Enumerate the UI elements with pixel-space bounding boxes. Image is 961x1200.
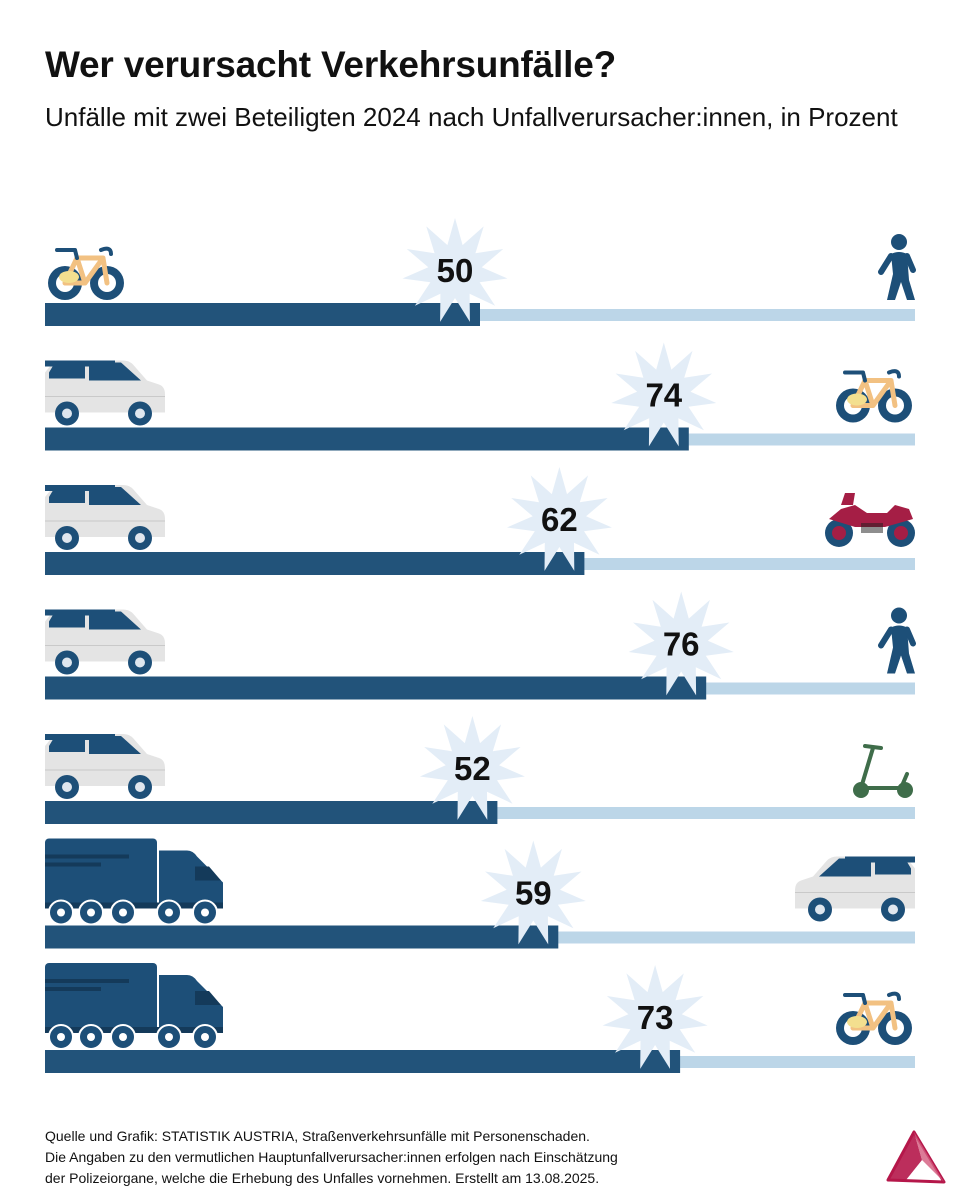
value-burst-icon [402, 218, 508, 322]
bar-causer [45, 801, 498, 824]
car-icon [45, 609, 165, 675]
value-label: 74 [645, 377, 682, 414]
value-burst-icon [602, 965, 708, 1069]
value-label: 76 [663, 626, 700, 663]
scooter-icon [853, 744, 913, 798]
value-burst-icon [480, 840, 586, 945]
bicycle-icon [836, 369, 912, 423]
truck-icon [45, 963, 223, 1050]
chart-subtitle: Unfälle mit zwei Beteiligten 2024 nach U… [45, 102, 898, 132]
statistik-austria-logo-icon [886, 1130, 946, 1184]
value-label: 62 [541, 501, 578, 538]
pedestrian-icon [878, 234, 916, 300]
value-burst-icon [506, 467, 612, 571]
bar-causer [45, 303, 480, 326]
source-note: Quelle und Grafik: STATISTIK AUSTRIA, St… [45, 1126, 618, 1189]
source-line-2: Die Angaben zu den vermutlichen Hauptunf… [45, 1149, 618, 1165]
chart-title: Wer verursacht Verkehrsunfälle? [45, 44, 616, 85]
motorcycle-icon [825, 493, 915, 547]
value-burst-icon [611, 342, 717, 447]
value-label: 59 [515, 875, 552, 912]
bicycle-icon [48, 246, 124, 300]
source-line-3: der Polizeiorgane, welche die Erhebung d… [45, 1170, 600, 1186]
source-line-1: Quelle und Grafik: STATISTIK AUSTRIA, St… [45, 1128, 590, 1144]
car-icon [45, 360, 165, 426]
bar-causer [45, 1050, 681, 1073]
value-burst-icon [628, 591, 734, 696]
value-burst-icon [419, 716, 525, 820]
chart-row: 50 [45, 218, 916, 326]
chart-row: 62 [45, 467, 915, 575]
bar-causer [45, 552, 585, 575]
car-icon [45, 734, 165, 799]
bar-causer [45, 925, 559, 949]
bar-causer [45, 427, 689, 451]
car-icon [795, 856, 915, 922]
chart-row: 73 [45, 963, 915, 1073]
truck-icon [45, 838, 223, 926]
value-label: 52 [454, 750, 491, 787]
chart-row: 52 [45, 716, 915, 824]
pedestrian-icon [878, 607, 916, 674]
chart-row: 59 [45, 838, 915, 949]
value-label: 50 [437, 252, 474, 289]
value-label: 73 [637, 999, 674, 1036]
chart-row: 74 [45, 342, 915, 451]
chart-area: 50 74 62 76 52 59 73 [45, 218, 916, 1073]
bicycle-icon [836, 991, 912, 1045]
chart-row: 76 [45, 591, 916, 700]
car-icon [45, 485, 165, 550]
bar-causer [45, 676, 707, 700]
